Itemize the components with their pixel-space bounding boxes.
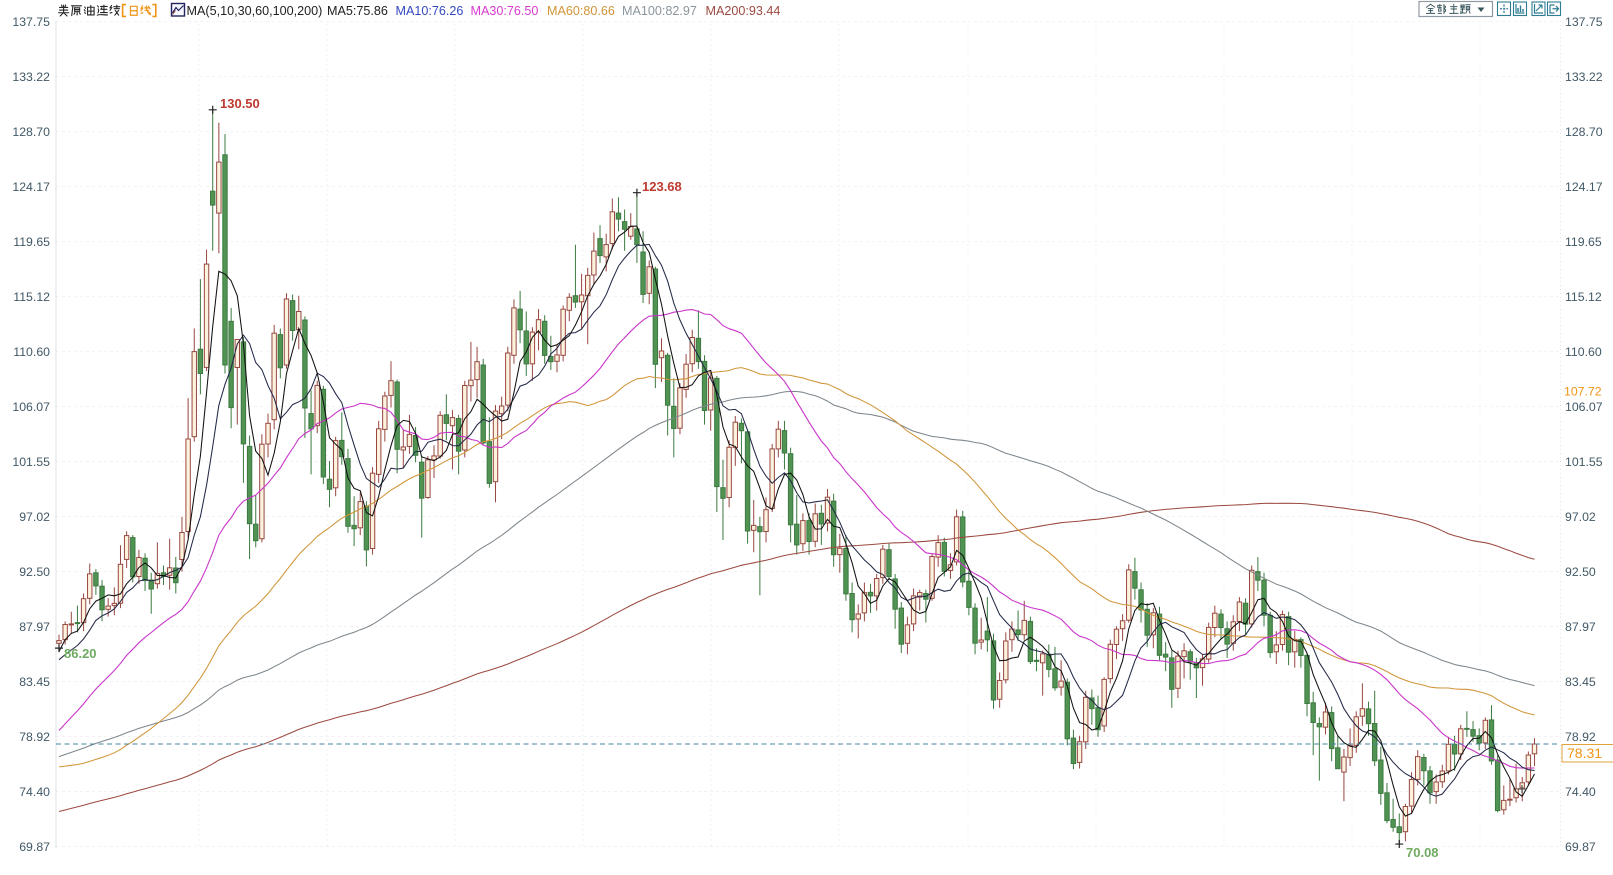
svg-text:92.50: 92.50 [1565,565,1596,579]
svg-text:128.70: 128.70 [12,125,50,139]
svg-text:MA5:75.86: MA5:75.86 [327,4,388,18]
svg-text:137.75: 137.75 [1565,15,1603,29]
svg-text:86.20: 86.20 [64,646,97,661]
svg-text:133.22: 133.22 [1565,70,1603,84]
svg-text:70.08: 70.08 [1406,845,1439,860]
svg-text:MA100:82.97: MA100:82.97 [622,4,697,18]
svg-text:97.02: 97.02 [19,510,50,524]
svg-text:119.65: 119.65 [1565,235,1602,249]
svg-text:74.40: 74.40 [1565,785,1596,799]
svg-text:115.12: 115.12 [1565,290,1602,304]
svg-text:69.87: 69.87 [1565,840,1596,854]
svg-text:124.17: 124.17 [12,180,50,194]
svg-text:106.07: 106.07 [12,400,50,414]
svg-text:83.45: 83.45 [19,675,50,689]
svg-text:115.12: 115.12 [13,290,50,304]
svg-text:78.92: 78.92 [1565,730,1596,744]
svg-text:74.40: 74.40 [19,785,50,799]
svg-text:123.68: 123.68 [642,179,682,194]
svg-text:87.97: 87.97 [19,620,50,634]
svg-text:106.07: 106.07 [1565,400,1603,414]
svg-text:130.50: 130.50 [220,96,260,111]
svg-text:87.97: 87.97 [1565,620,1596,634]
svg-text:92.50: 92.50 [19,565,50,579]
svg-text:124.17: 124.17 [1565,180,1603,194]
svg-text:137.75: 137.75 [12,15,50,29]
svg-text:83.45: 83.45 [1565,675,1596,689]
svg-text:101.55: 101.55 [12,455,50,469]
svg-text:MA30:76.50: MA30:76.50 [471,4,539,18]
svg-text:133.22: 133.22 [12,70,50,84]
svg-text:69.87: 69.87 [19,840,50,854]
svg-text:119.65: 119.65 [13,235,50,249]
svg-text:MA200:93.44: MA200:93.44 [706,4,781,18]
svg-text:110.60: 110.60 [13,345,50,359]
svg-text:97.02: 97.02 [1565,510,1596,524]
svg-text:MA60:80.66: MA60:80.66 [547,4,615,18]
svg-text:128.70: 128.70 [1565,125,1603,139]
svg-text:78.31: 78.31 [1567,745,1602,761]
svg-text:107.72: 107.72 [1564,385,1602,399]
svg-text:MA10:76.26: MA10:76.26 [396,4,464,18]
svg-text:MA(5,10,30,60,100,200): MA(5,10,30,60,100,200) [187,4,323,18]
svg-text:110.60: 110.60 [1565,345,1602,359]
svg-text:78.92: 78.92 [19,730,50,744]
svg-text:101.55: 101.55 [1565,455,1603,469]
